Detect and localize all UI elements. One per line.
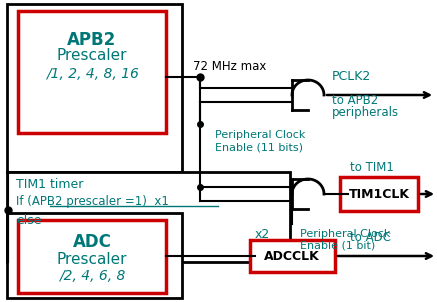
FancyBboxPatch shape [18,11,166,133]
Text: /1, 2, 4, 8, 16: /1, 2, 4, 8, 16 [45,67,139,81]
Text: 72 MHz max: 72 MHz max [193,60,267,73]
Text: Peripheral Clock: Peripheral Clock [215,130,305,140]
Text: to ADC: to ADC [350,231,391,244]
FancyBboxPatch shape [340,177,418,211]
FancyBboxPatch shape [7,172,290,262]
Text: If (APB2 prescaler =1)  x1: If (APB2 prescaler =1) x1 [16,195,169,208]
Text: Prescaler: Prescaler [57,49,127,63]
Text: to TIM1: to TIM1 [350,161,394,174]
Text: ADCCLK: ADCCLK [264,249,320,262]
Text: APB2: APB2 [67,31,117,49]
FancyBboxPatch shape [7,213,182,298]
FancyBboxPatch shape [250,240,335,272]
Text: PCLK2: PCLK2 [332,70,371,83]
Text: ADC: ADC [73,233,111,251]
FancyBboxPatch shape [18,220,166,293]
Text: Enable (1 bit): Enable (1 bit) [300,241,375,251]
Text: TIM1CLK: TIM1CLK [348,188,409,201]
Text: Peripheral Clock: Peripheral Clock [300,229,390,239]
Text: peripherals: peripherals [332,106,399,119]
FancyBboxPatch shape [7,4,182,172]
Text: x2: x2 [255,227,270,240]
Text: /2, 4, 6, 8: /2, 4, 6, 8 [59,269,125,283]
Text: TIM1 timer: TIM1 timer [16,178,83,191]
Text: else: else [16,214,42,226]
Text: Enable (11 bits): Enable (11 bits) [215,142,303,152]
Text: Prescaler: Prescaler [57,252,127,266]
Text: to APB2: to APB2 [332,94,378,107]
